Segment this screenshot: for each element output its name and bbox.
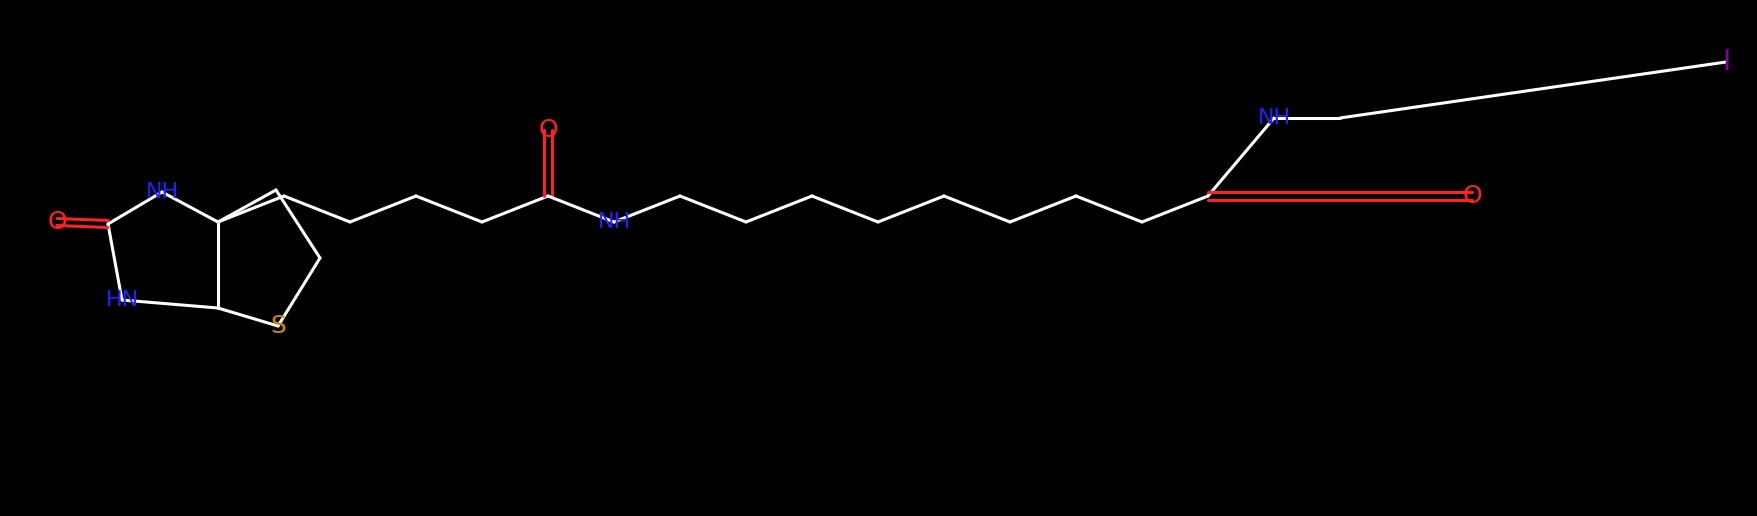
Text: S: S xyxy=(271,314,286,338)
Text: NH: NH xyxy=(597,212,631,232)
Text: NH: NH xyxy=(1256,108,1290,128)
Text: O: O xyxy=(538,118,557,142)
Text: O: O xyxy=(47,210,67,234)
Text: O: O xyxy=(1462,184,1481,208)
Text: HN: HN xyxy=(105,290,139,310)
Text: NH: NH xyxy=(146,182,179,202)
Text: I: I xyxy=(1720,48,1729,76)
